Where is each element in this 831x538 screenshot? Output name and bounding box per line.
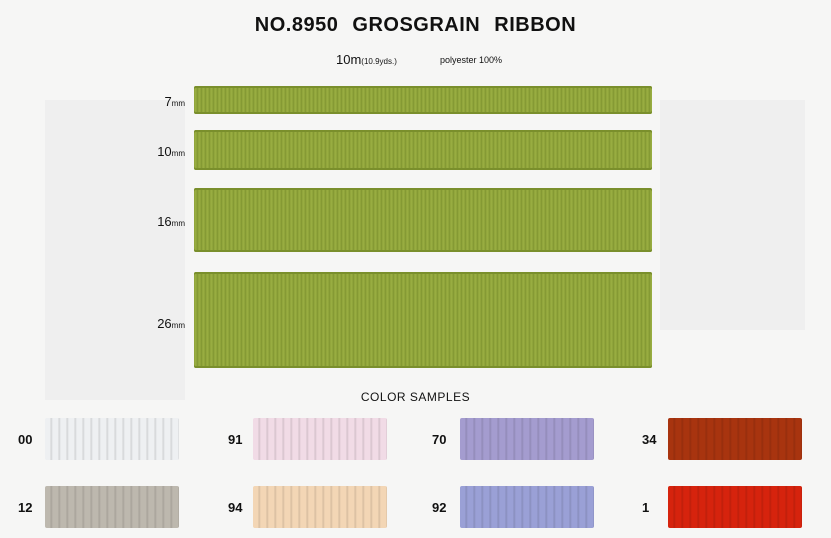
color-swatch (45, 418, 179, 460)
color-swatch (45, 486, 179, 528)
ribbon-size-label: 26mm (157, 316, 185, 331)
ribbon-26mm (194, 272, 652, 368)
background-panel-left (45, 100, 185, 400)
material-label: polyester 100% (440, 55, 503, 65)
ribbon-10mm (194, 130, 652, 170)
ribbon-7mm (194, 86, 652, 114)
color-swatch (253, 418, 387, 460)
swatch-code: 34 (642, 432, 657, 447)
length-label: 10m(10.9yds.) (336, 52, 397, 67)
ribbon-16mm (194, 188, 652, 252)
color-swatch (460, 418, 594, 460)
length: 10m (336, 52, 362, 67)
ribbon-size-label: 7mm (164, 94, 185, 109)
page-title: NO.8950 GROSGRAIN RIBBON (254, 14, 577, 36)
color-swatch (460, 486, 594, 528)
ribbon-size-label: 16mm (157, 214, 185, 229)
swatch-code: 91 (228, 432, 243, 447)
ribbon-size-label: 10mm (157, 144, 185, 159)
swatch-code: 00 (18, 432, 33, 447)
color-samples-heading: COLOR SAMPLES (360, 390, 471, 404)
color-swatch (668, 418, 802, 460)
background-panel-right (660, 100, 805, 330)
length-yards: (10.9yds.) (361, 57, 397, 66)
swatch-code: 70 (432, 432, 447, 447)
swatch-code: 1 (642, 500, 650, 515)
color-swatch (253, 486, 387, 528)
color-swatch (668, 486, 802, 528)
swatch-code: 94 (228, 500, 243, 515)
swatch-code: 12 (18, 500, 33, 515)
swatch-code: 92 (432, 500, 447, 515)
